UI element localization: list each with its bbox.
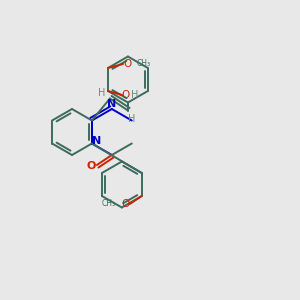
Text: O: O	[86, 161, 95, 171]
Text: O: O	[122, 90, 130, 100]
Text: H: H	[131, 90, 139, 100]
Text: N: N	[92, 136, 101, 146]
Text: O: O	[124, 59, 132, 69]
Text: H: H	[98, 88, 106, 98]
Text: H: H	[128, 115, 136, 124]
Text: CH₃: CH₃	[137, 59, 151, 68]
Text: CH₃: CH₃	[102, 200, 116, 208]
Text: O: O	[122, 199, 130, 209]
Text: N: N	[107, 99, 116, 109]
